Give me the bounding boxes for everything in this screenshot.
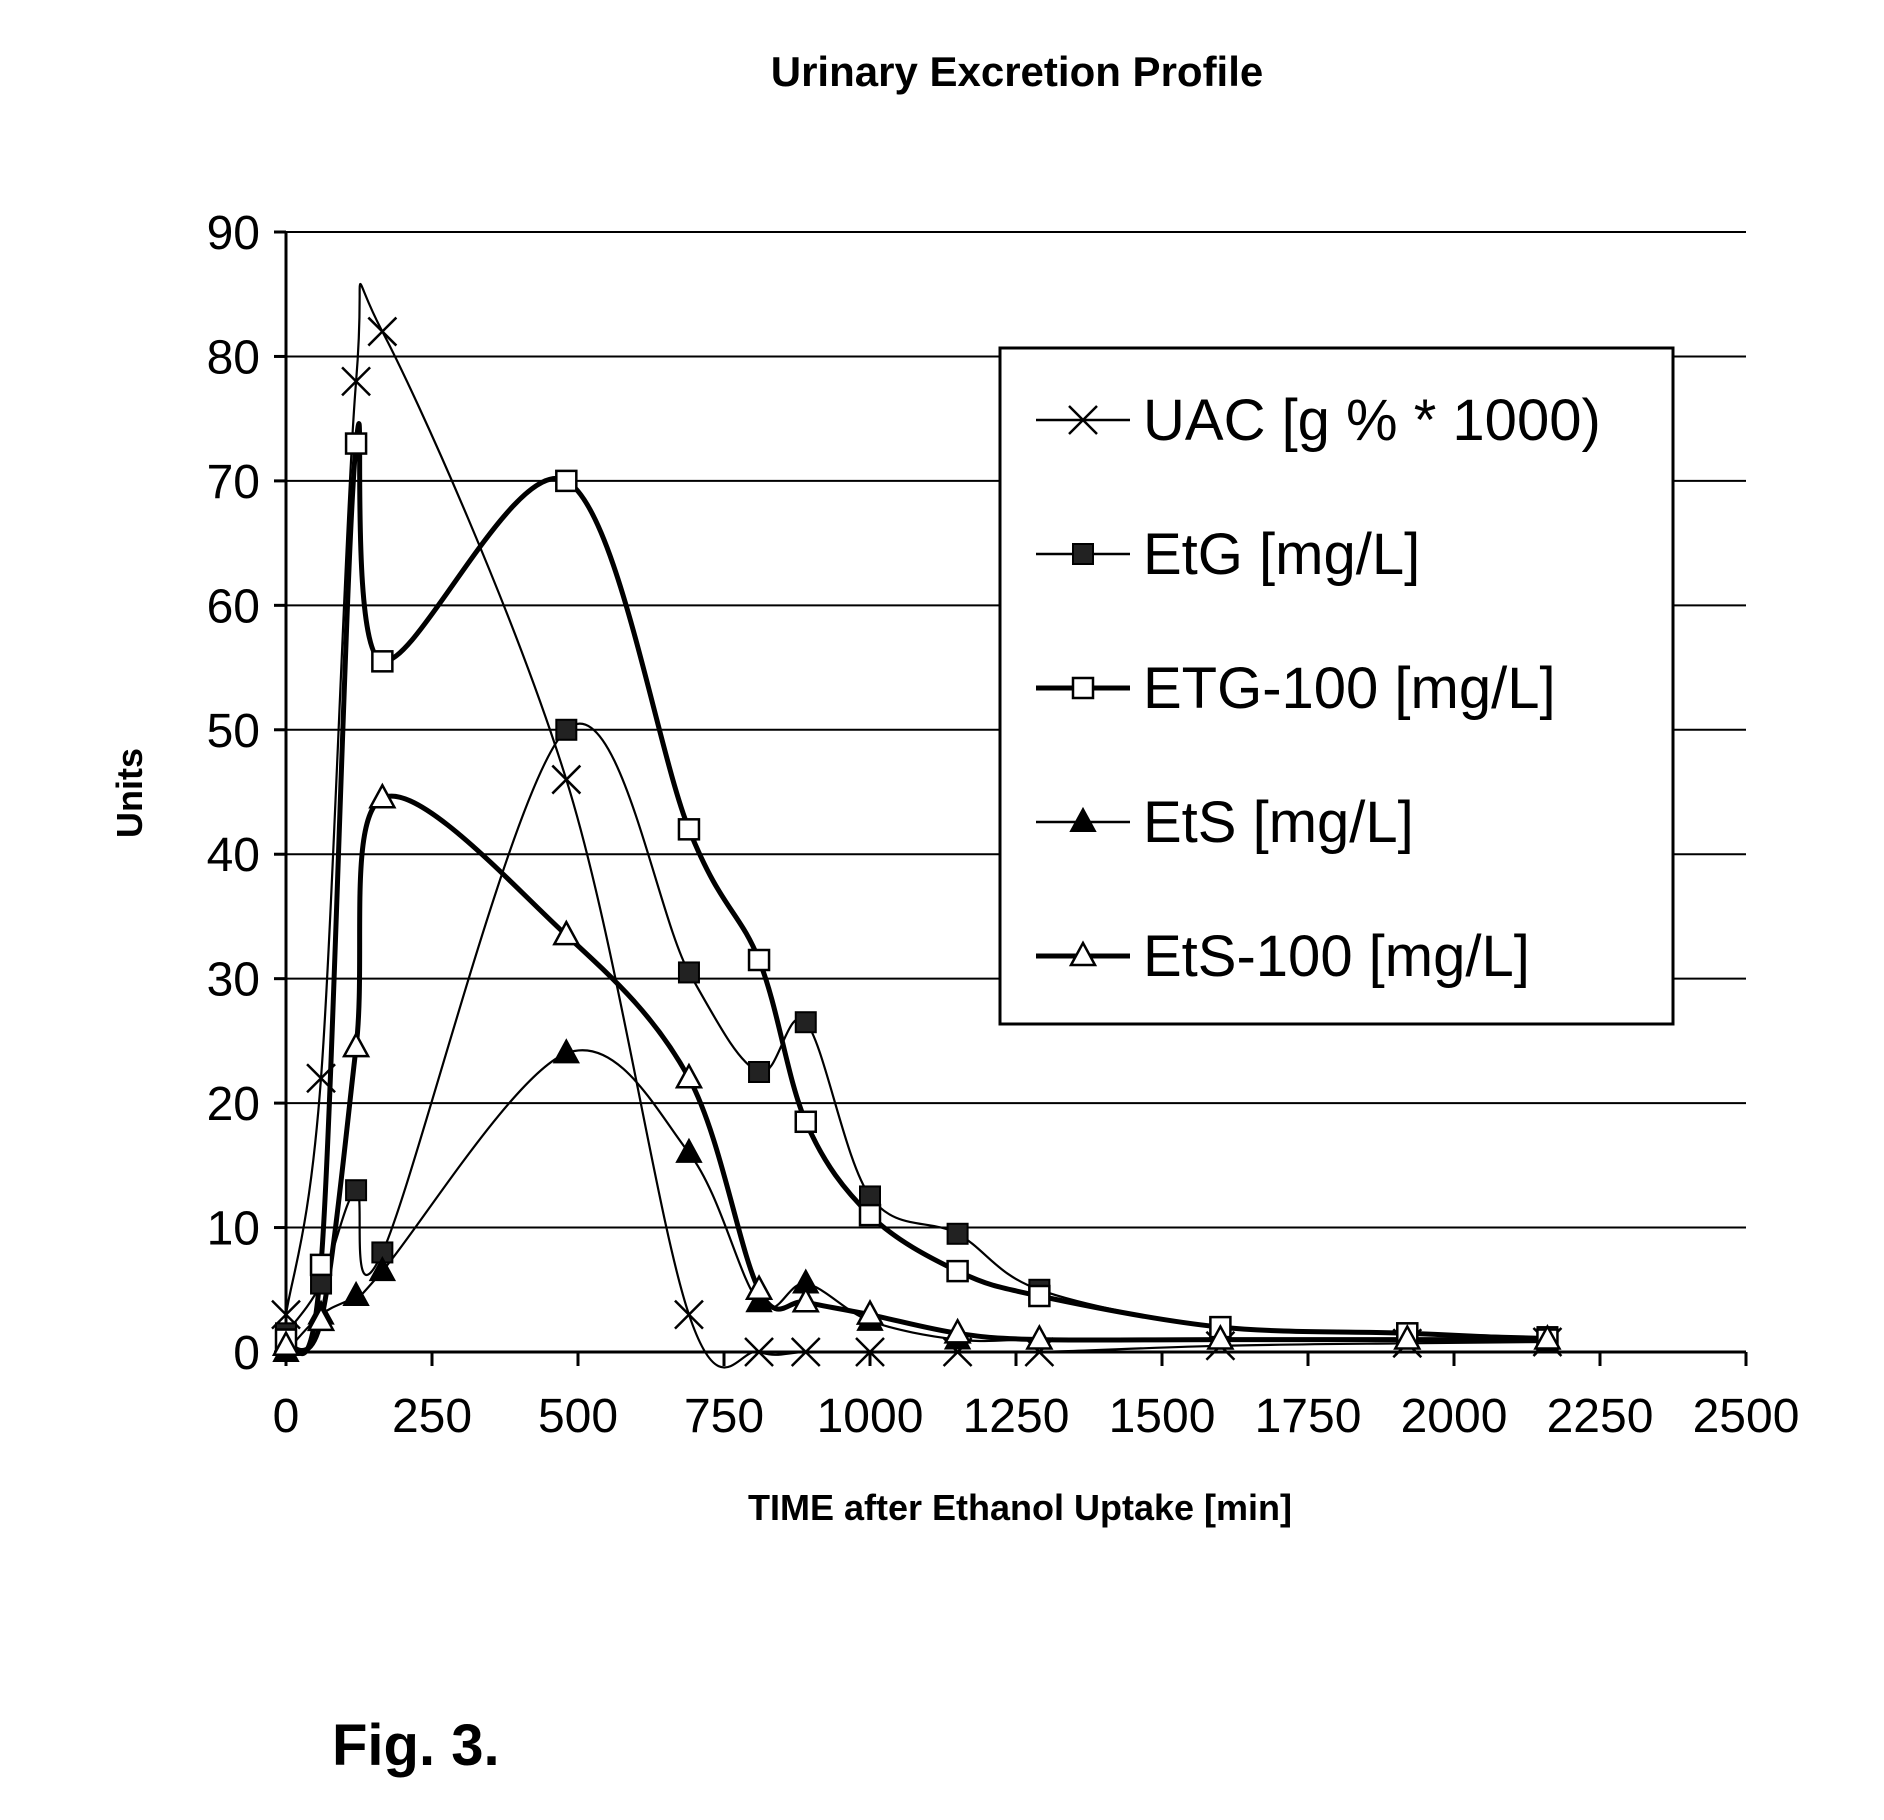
- x-tick-label: 1250: [963, 1390, 1070, 1443]
- x-axis-label: TIME after Ethanol Uptake [min]: [748, 1487, 1292, 1528]
- data-point-0: [744, 1337, 774, 1367]
- legend-marker-3: [1069, 806, 1097, 832]
- data-point-1: [859, 1185, 881, 1208]
- data-point-0: [306, 1063, 336, 1094]
- data-point-3: [745, 1287, 773, 1313]
- data-point-1: [677, 961, 700, 984]
- x-tick-label: 0: [273, 1390, 300, 1443]
- data-point-2: [677, 818, 701, 841]
- legend-label-3: EtS [mg/L]: [1143, 790, 1414, 855]
- y-tick-label: 50: [207, 705, 260, 758]
- legend-label-1: EtG [mg/L]: [1143, 522, 1420, 587]
- data-point-0: [551, 764, 582, 795]
- data-point-4: [943, 1317, 972, 1344]
- data-point-2: [858, 1203, 882, 1227]
- data-point-1: [555, 718, 578, 741]
- data-point-2: [309, 1253, 333, 1277]
- data-point-4: [674, 1062, 704, 1089]
- data-point-2: [946, 1259, 969, 1283]
- x-tick-label: 1000: [817, 1390, 924, 1443]
- series-line-3: [285, 1049, 1548, 1353]
- data-point-4: [791, 1286, 820, 1313]
- data-point-2: [794, 1110, 818, 1134]
- y-tick-label: 90: [207, 207, 260, 260]
- data-point-3: [342, 1280, 370, 1306]
- data-point-4: [1025, 1323, 1054, 1350]
- data-point-1: [748, 1061, 771, 1083]
- x-tick-label: 2000: [1401, 1390, 1508, 1443]
- tick-labels: 0 10 20 30 40 50 60 70 80 90 0 250 500 750 1000 1250 150…: [207, 207, 1800, 1443]
- y-axis-label: Units: [109, 748, 150, 838]
- data-point-4: [1393, 1323, 1422, 1350]
- x-tick-label: 500: [538, 1390, 618, 1443]
- data-point-2: [1028, 1284, 1051, 1308]
- data-point-4: [1206, 1323, 1235, 1350]
- y-tick-label: 20: [207, 1078, 260, 1131]
- legend-label-0: UAC [g % * 1000): [1143, 388, 1601, 453]
- y-tick-label: 30: [207, 954, 260, 1007]
- legend-label-4: EtS-100 [mg/L]: [1143, 924, 1530, 989]
- y-tick-label: 10: [207, 1203, 260, 1256]
- data-point-2: [555, 469, 578, 493]
- y-tick-label: 60: [207, 580, 260, 633]
- data-point-0: [367, 316, 398, 347]
- y-tick-label: 0: [233, 1327, 260, 1380]
- data-point-1: [310, 1272, 333, 1295]
- y-tick-label: 70: [207, 456, 260, 509]
- data-point-0: [790, 1337, 821, 1367]
- legend: UAC [g % * 1000) EtG [mg/L] ETG-100 [mg/L]…: [998, 346, 1675, 1026]
- series-layer: [271, 283, 1563, 1369]
- data-point-4: [744, 1274, 774, 1301]
- x-tick-label: 2250: [1547, 1390, 1654, 1443]
- legend-marker-4: [1068, 940, 1098, 967]
- data-point-0: [341, 366, 371, 397]
- legend-label-2: ETG-100 [mg/L]: [1143, 656, 1556, 721]
- data-point-2: [344, 432, 368, 455]
- x-tick-label: 750: [684, 1390, 764, 1443]
- data-point-2: [371, 650, 394, 673]
- data-point-4: [368, 782, 397, 809]
- data-point-4: [552, 919, 581, 946]
- data-point-4: [855, 1299, 885, 1325]
- data-point-3: [552, 1038, 581, 1064]
- y-tick-label: 40: [207, 829, 260, 882]
- figure-caption: Fig. 3.: [332, 1713, 500, 1778]
- data-point-2: [747, 948, 771, 972]
- series-line-0: [284, 283, 1548, 1369]
- data-point-4: [341, 1031, 371, 1058]
- data-point-4: [1533, 1323, 1562, 1350]
- data-point-4: [306, 1305, 336, 1332]
- data-point-1: [794, 1011, 817, 1034]
- data-point-0: [855, 1337, 885, 1367]
- legend-marker-0: [1068, 405, 1098, 435]
- x-tick-label: 1500: [1109, 1390, 1216, 1443]
- data-point-3: [368, 1256, 397, 1282]
- legend-marker-1: [1072, 543, 1094, 565]
- data-point-3: [675, 1137, 703, 1163]
- x-tick-label: 1750: [1255, 1390, 1362, 1443]
- data-point-1: [345, 1179, 368, 1202]
- x-tick-label: 2500: [1693, 1390, 1800, 1443]
- data-point-0: [674, 1299, 704, 1330]
- y-tick-label: 80: [207, 331, 260, 384]
- data-point-4: [271, 1330, 301, 1357]
- legend-marker-2: [1071, 676, 1095, 700]
- chart-title: Urinary Excretion Profile: [771, 48, 1264, 95]
- data-point-1: [946, 1222, 969, 1245]
- x-tick-label: 250: [392, 1390, 472, 1443]
